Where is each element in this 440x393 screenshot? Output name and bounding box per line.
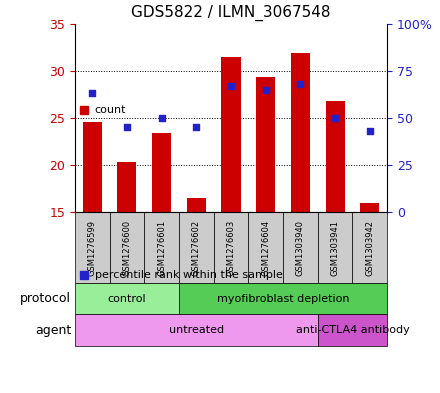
Text: protocol: protocol <box>20 292 71 305</box>
Bar <box>326 101 345 212</box>
Bar <box>360 203 379 212</box>
Text: anti-CTLA4 antibody: anti-CTLA4 antibody <box>296 325 409 335</box>
Title: GDS5822 / ILMN_3067548: GDS5822 / ILMN_3067548 <box>131 5 331 21</box>
Text: myofibroblast depletion: myofibroblast depletion <box>217 294 349 304</box>
Text: GSM1276604: GSM1276604 <box>261 220 270 275</box>
Bar <box>144 212 179 283</box>
Bar <box>179 212 214 283</box>
Point <box>193 124 200 130</box>
Point <box>158 115 165 121</box>
Text: control: control <box>107 294 146 304</box>
Bar <box>152 133 171 212</box>
Bar <box>283 212 318 283</box>
Bar <box>291 53 310 212</box>
Text: GSM1303940: GSM1303940 <box>296 220 305 275</box>
Bar <box>214 212 248 283</box>
Point <box>227 83 235 89</box>
Text: count: count <box>95 105 126 115</box>
Bar <box>318 314 387 346</box>
Text: GSM1276600: GSM1276600 <box>122 220 132 275</box>
Text: agent: agent <box>35 323 71 337</box>
Text: GSM1303941: GSM1303941 <box>330 220 340 275</box>
Bar <box>352 212 387 283</box>
Text: GSM1276602: GSM1276602 <box>192 220 201 275</box>
Point <box>297 81 304 87</box>
Bar <box>248 212 283 283</box>
Text: GSM1276603: GSM1276603 <box>227 219 235 276</box>
Bar <box>75 314 318 346</box>
Bar <box>318 212 352 283</box>
Point <box>88 90 95 97</box>
Text: GSM1276601: GSM1276601 <box>157 220 166 275</box>
Bar <box>221 57 241 212</box>
Point <box>367 128 374 134</box>
Bar <box>179 283 387 314</box>
Point <box>332 115 339 121</box>
Point <box>262 86 269 93</box>
Bar <box>75 283 179 314</box>
Bar <box>256 77 275 212</box>
Text: untreated: untreated <box>169 325 224 335</box>
Text: GSM1276599: GSM1276599 <box>88 220 97 275</box>
Point <box>123 124 130 130</box>
Bar <box>187 198 206 212</box>
Bar <box>110 212 144 283</box>
Bar <box>83 122 102 212</box>
Bar <box>75 212 110 283</box>
Text: percentile rank within the sample: percentile rank within the sample <box>95 270 282 280</box>
Bar <box>117 162 136 212</box>
Text: GSM1303942: GSM1303942 <box>365 220 374 275</box>
